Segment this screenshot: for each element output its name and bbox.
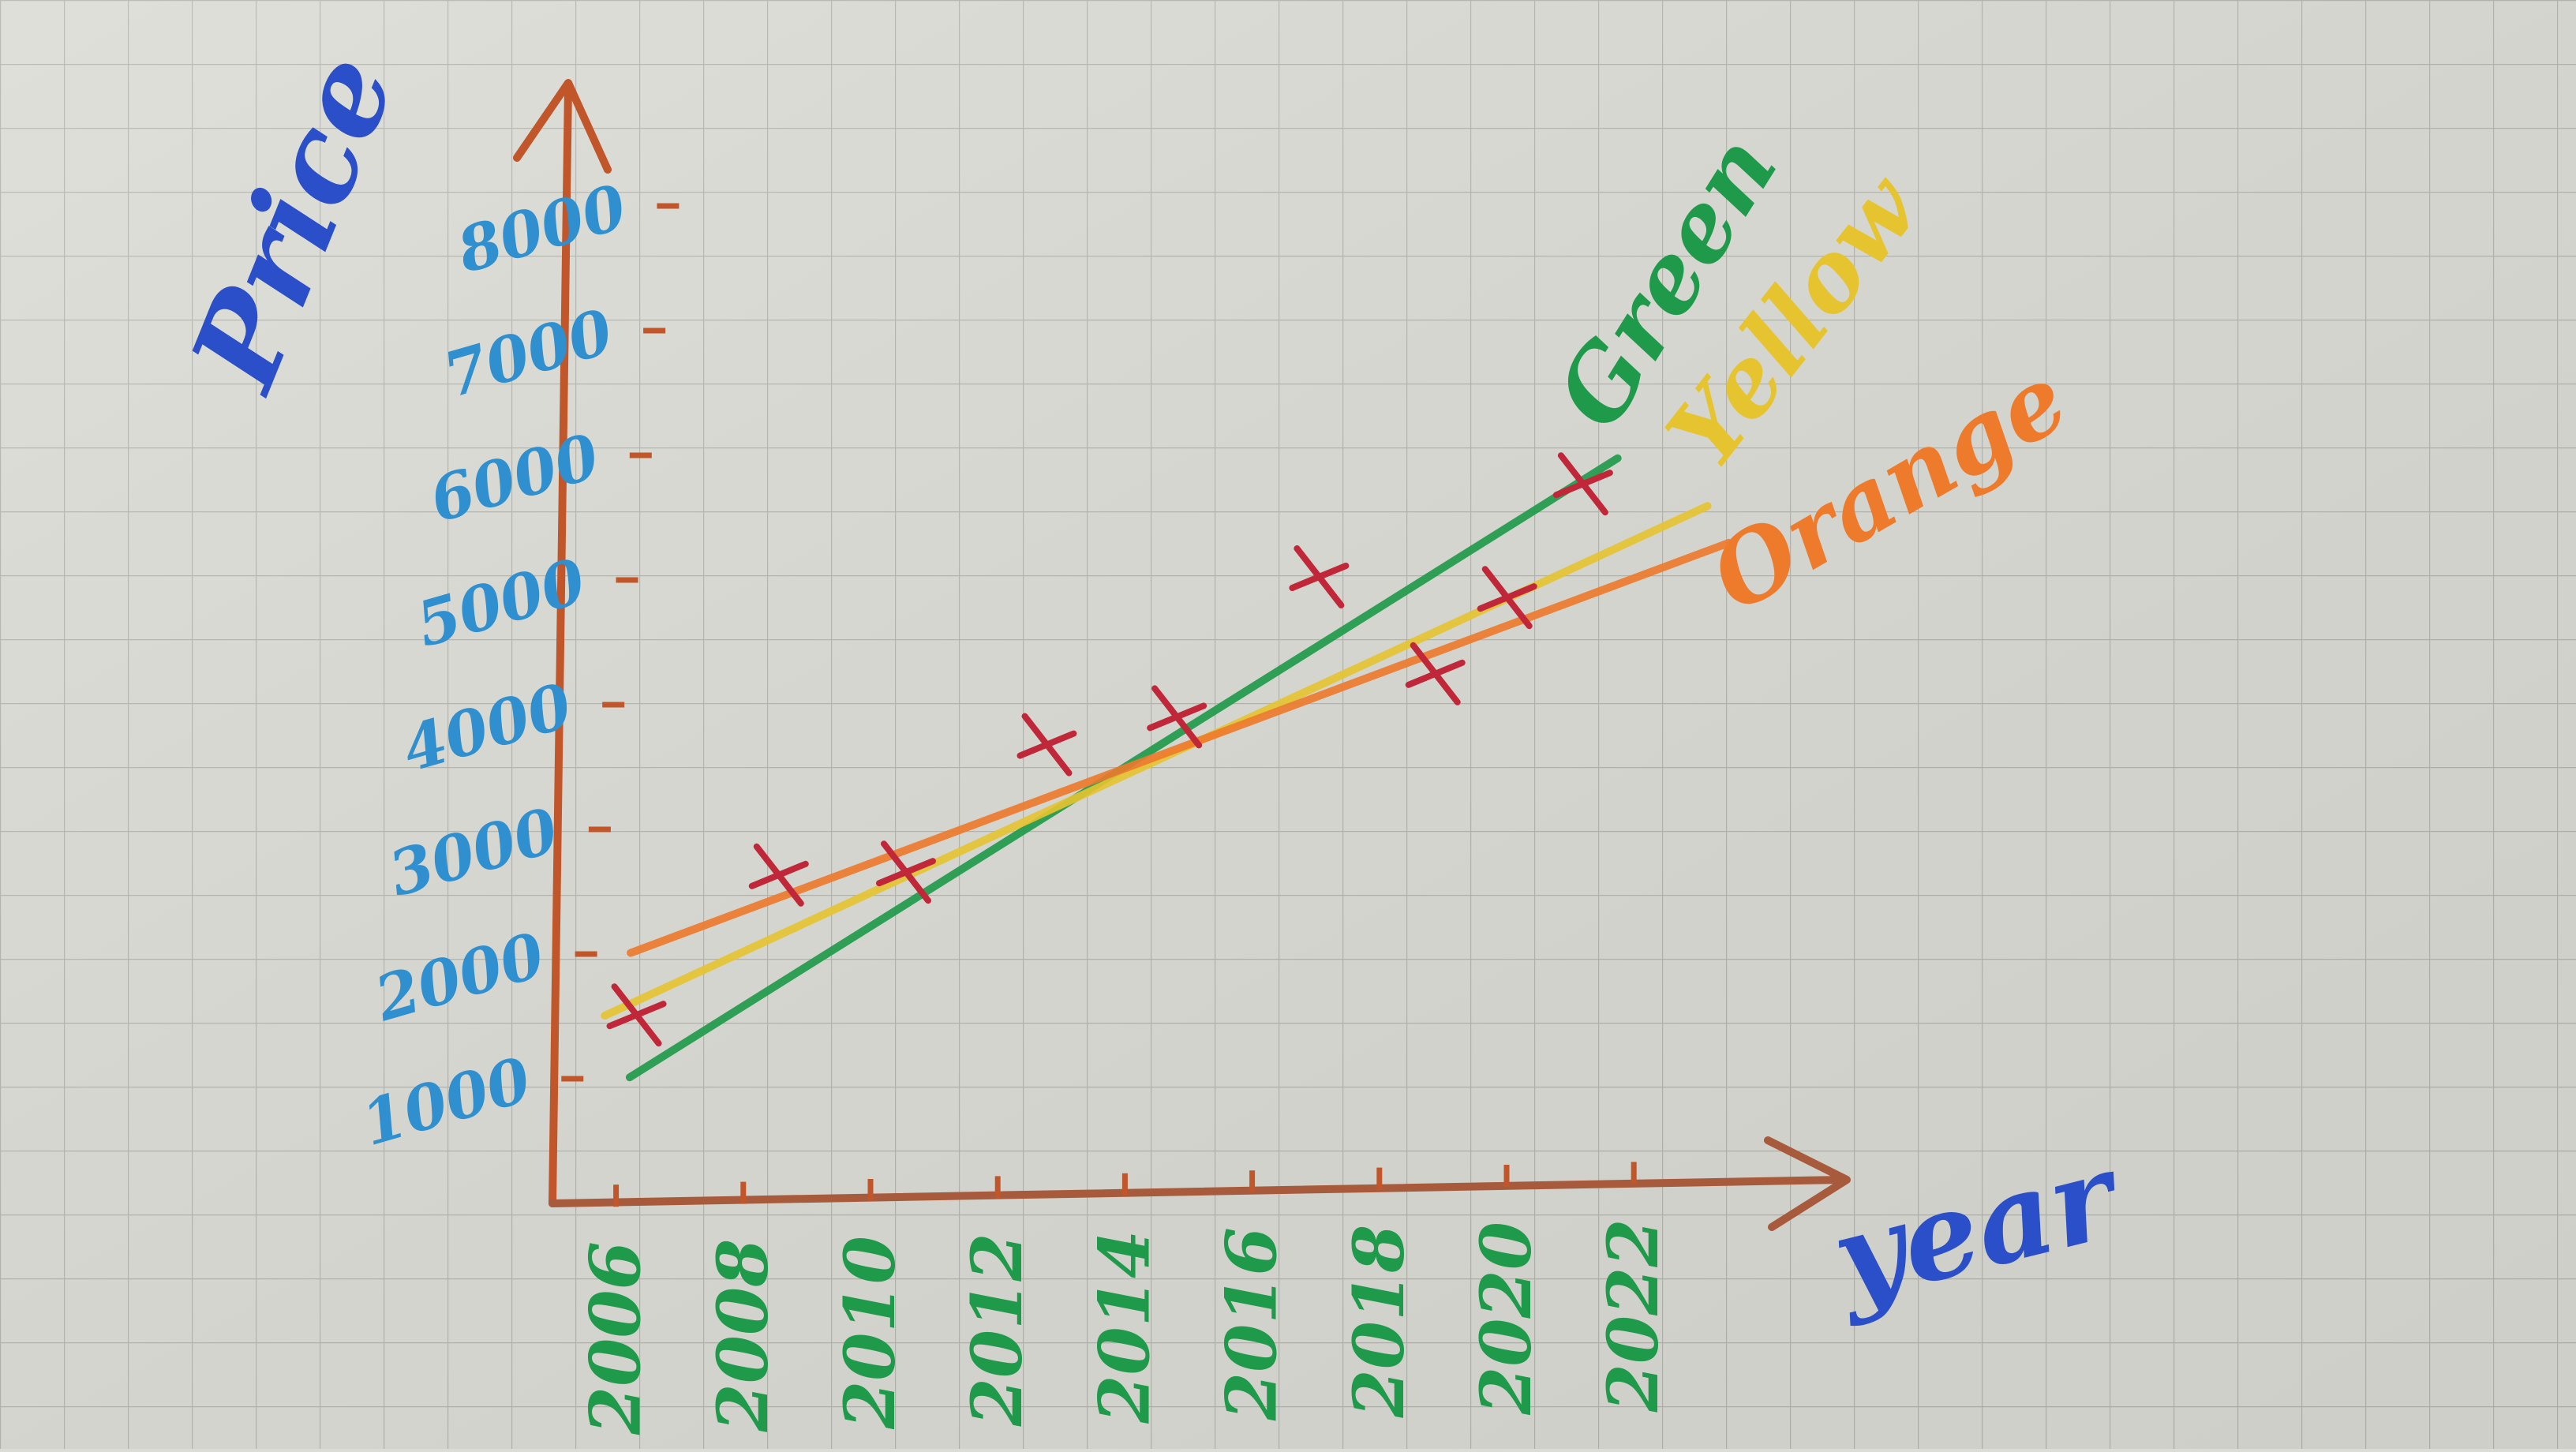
x-axis-arrow — [1764, 1136, 1851, 1231]
axes — [513, 79, 1851, 1231]
series-line-orange — [627, 538, 1733, 957]
x-tick-label: 2008 — [702, 1239, 784, 1433]
x-tick-label: 2022 — [1592, 1218, 1674, 1413]
x-tick-label: 2014 — [1083, 1230, 1165, 1424]
x-tick-label: 2010 — [829, 1236, 911, 1430]
y-axis — [549, 83, 572, 1207]
x-axis — [549, 1176, 1847, 1207]
data-point — [1405, 642, 1466, 705]
data-point — [875, 840, 936, 904]
x-tick-label: 2020 — [1465, 1222, 1547, 1416]
x-ticks: 2006 2008 2010 2012 2014 2016 2018 2020 2022 — [575, 1162, 1674, 1435]
data-point — [606, 983, 667, 1047]
data-point — [1289, 545, 1350, 608]
y-axis-arrow — [513, 79, 612, 174]
data-markers — [606, 452, 1613, 1047]
data-point — [1477, 566, 1537, 630]
data-point — [1147, 685, 1208, 749]
x-tick-label: 2018 — [1338, 1225, 1420, 1419]
x-tick-label: 2006 — [575, 1241, 657, 1435]
x-tick-label: 2016 — [1211, 1227, 1293, 1421]
x-tick-label: 2012 — [956, 1233, 1038, 1427]
data-point — [1552, 452, 1613, 516]
data-point — [748, 843, 809, 907]
data-point — [1017, 713, 1077, 777]
